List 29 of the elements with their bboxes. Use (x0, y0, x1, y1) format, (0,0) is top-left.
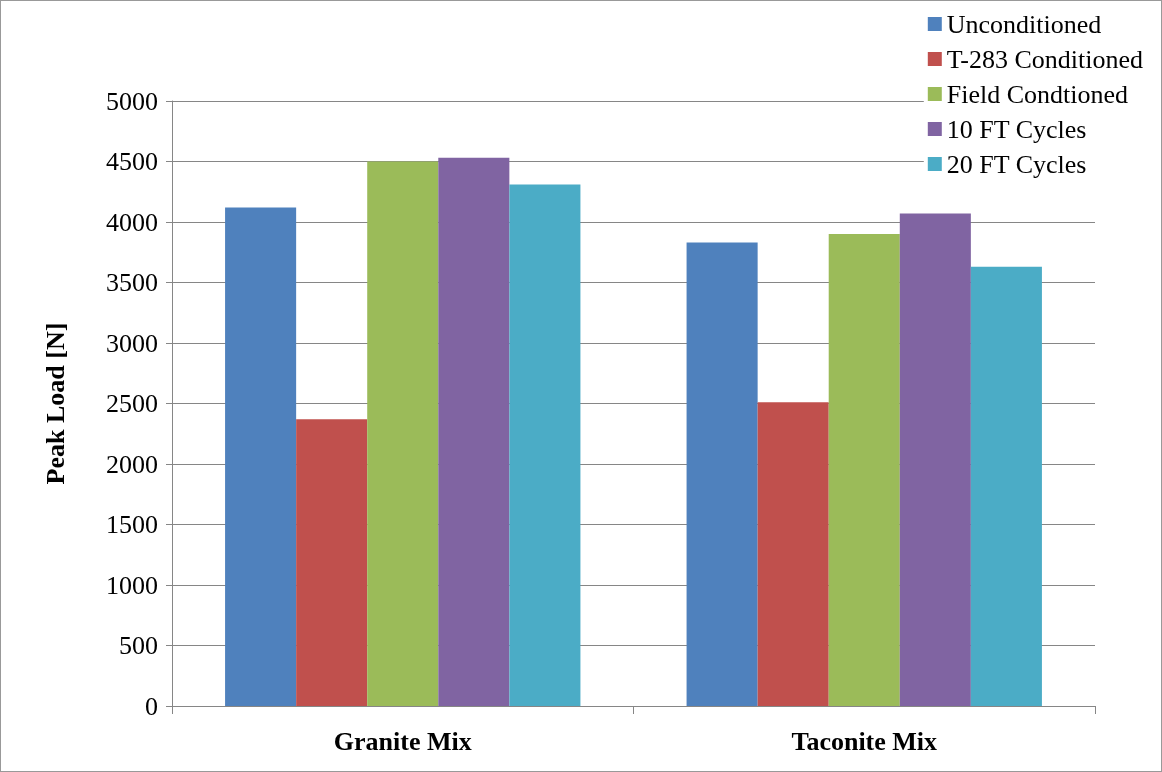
bar (367, 161, 439, 706)
y-tick-label: 5000 (106, 86, 158, 116)
bar (438, 157, 510, 706)
bar (686, 242, 758, 706)
y-tick-label: 1500 (106, 510, 158, 539)
y-tick-label: 4000 (106, 207, 158, 237)
y-tick-label: 2000 (106, 449, 158, 479)
legend-label: T-283 Conditioned (946, 44, 1144, 74)
legend-label: 10 FT Cycles (946, 114, 1087, 144)
y-tick-label: 3500 (106, 268, 158, 297)
y-axis-title: Peak Load [N] (40, 322, 70, 485)
bar (296, 419, 368, 706)
y-tick-label: 0 (145, 691, 158, 721)
bar (509, 184, 581, 706)
x-tick-label: Granite Mix (333, 726, 472, 756)
bar (225, 207, 297, 706)
legend-label: Field Condtioned (946, 79, 1129, 109)
bar (970, 266, 1042, 706)
y-tick-label: 1000 (106, 570, 158, 600)
bar (757, 402, 829, 706)
y-tick-label: 2500 (106, 389, 158, 418)
bar (828, 234, 900, 706)
legend-label: 20 FT Cycles (946, 149, 1087, 179)
y-tick-label: 3000 (106, 328, 158, 358)
legend-label: Unconditioned (946, 9, 1102, 39)
y-tick-label: 500 (119, 631, 158, 660)
bar (899, 213, 971, 706)
x-tick-label: Taconite Mix (791, 726, 938, 756)
y-tick-label: 4500 (106, 147, 158, 176)
